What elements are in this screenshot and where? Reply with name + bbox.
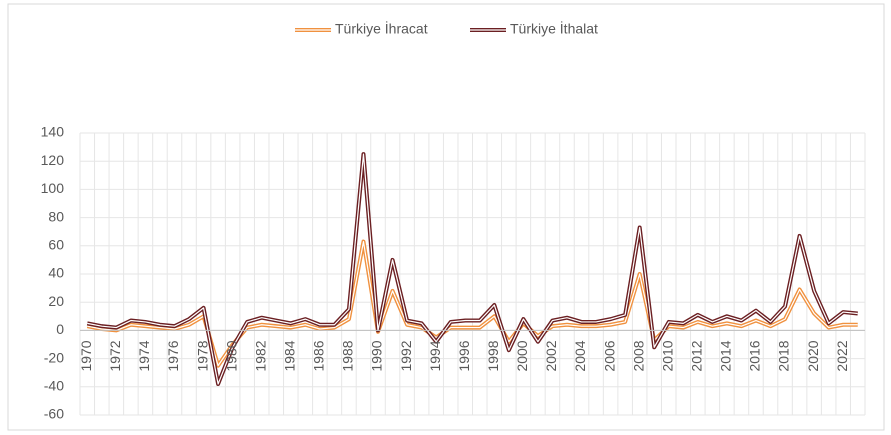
x-tick-label: 1996 [456, 340, 472, 371]
x-tick-label: 2008 [630, 340, 646, 371]
x-tick-label: 1974 [136, 340, 152, 371]
y-tick-label: -20 [44, 349, 64, 365]
legend-label: Türkiye İthalat [510, 20, 598, 37]
x-tick-label: 1998 [485, 340, 501, 371]
y-tick-label: 0 [56, 321, 64, 337]
y-tick-label: 100 [41, 180, 65, 196]
x-tick-label: 2010 [659, 340, 675, 371]
x-tick-label: 1990 [369, 340, 385, 371]
series-line-highlight [87, 153, 858, 385]
x-tick-label: 2016 [747, 340, 763, 371]
x-tick-label: 2018 [776, 340, 792, 371]
y-tick-label: 40 [48, 265, 64, 281]
x-tick-label: 2020 [805, 340, 821, 371]
x-tick-label: 2006 [601, 340, 617, 371]
legend-label: Türkiye İhracat [335, 20, 428, 37]
x-tick-label: 1972 [107, 340, 123, 371]
x-tick-label: 1988 [340, 340, 356, 371]
x-tick-label: 2012 [689, 340, 705, 371]
x-tick-label: 1986 [311, 340, 327, 371]
x-tick-label: 1992 [398, 340, 414, 371]
y-tick-label: 120 [41, 152, 65, 168]
y-tick-label: -60 [44, 406, 64, 422]
x-tick-label: 2022 [834, 340, 850, 371]
x-tick-label: 1978 [194, 340, 210, 371]
grid [79, 132, 866, 416]
x-tick-label: 2014 [718, 340, 734, 371]
x-tick-label: 2002 [543, 340, 559, 371]
x-tick-label: 2000 [514, 340, 530, 371]
x-tick-label: 1984 [281, 340, 297, 371]
x-tick-label: 2004 [572, 340, 588, 371]
y-tick-label: 20 [48, 293, 64, 309]
x-tick-label: 1970 [78, 340, 94, 371]
y-tick-label: 140 [41, 124, 65, 140]
x-tick-label: 1994 [427, 340, 443, 371]
x-tick-label: 1980 [223, 340, 239, 371]
x-tick-label: 1976 [165, 340, 181, 371]
series-line-highlight [87, 240, 858, 367]
x-tick-label: 1982 [252, 340, 268, 371]
y-tick-label: 60 [48, 237, 64, 253]
y-tick-label: -40 [44, 378, 64, 394]
y-tick-label: 80 [48, 208, 64, 224]
plot [86, 152, 858, 386]
